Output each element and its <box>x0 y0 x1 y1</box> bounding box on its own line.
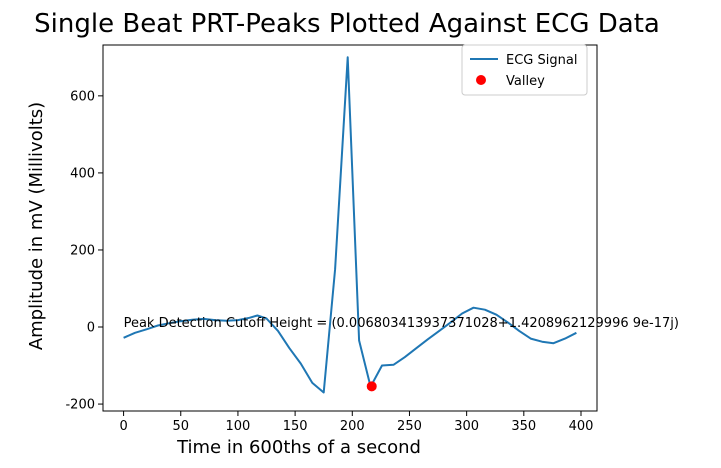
legend-marker-swatch <box>476 75 486 85</box>
legend-box <box>461 44 588 96</box>
y-tick-label: 200 <box>70 243 95 258</box>
x-tick-label: 250 <box>397 419 422 434</box>
x-tick-label: 0 <box>119 419 127 434</box>
plot-frame <box>102 44 598 412</box>
cutoff-annotation: Peak Detection Cutoff Height = (0.006803… <box>124 316 679 331</box>
chart-title: Single Beat PRT-Peaks Plotted Against EC… <box>34 9 660 39</box>
y-tick-label: -200 <box>65 398 95 413</box>
x-tick-label: 150 <box>283 419 308 434</box>
x-tick-label: 100 <box>226 419 251 434</box>
x-tick-label: 200 <box>340 419 365 434</box>
x-tick-label: 300 <box>454 419 479 434</box>
x-axis-label: Time in 600ths of a second <box>176 437 421 458</box>
y-tick-label: 400 <box>70 166 95 181</box>
y-axis-label: Amplitude in mV (Millivolts) <box>26 102 47 350</box>
x-tick-label: 50 <box>172 419 189 434</box>
y-tick-label: 600 <box>70 89 95 104</box>
legend: ECG Signal Valley <box>461 44 588 96</box>
legend-label-ecg-signal: ECG Signal <box>506 53 577 68</box>
valley-marker <box>366 381 377 392</box>
y-tick-label: 0 <box>87 321 95 336</box>
plot-area: 0 50 100 150 200 250 300 350 400 -200 0 200 400 600 Pe… <box>65 44 679 434</box>
x-tick-label: 400 <box>569 419 594 434</box>
ecg-signal-line <box>123 56 577 394</box>
legend-label-valley: Valley <box>506 74 545 89</box>
x-tick-label: 350 <box>511 419 536 434</box>
